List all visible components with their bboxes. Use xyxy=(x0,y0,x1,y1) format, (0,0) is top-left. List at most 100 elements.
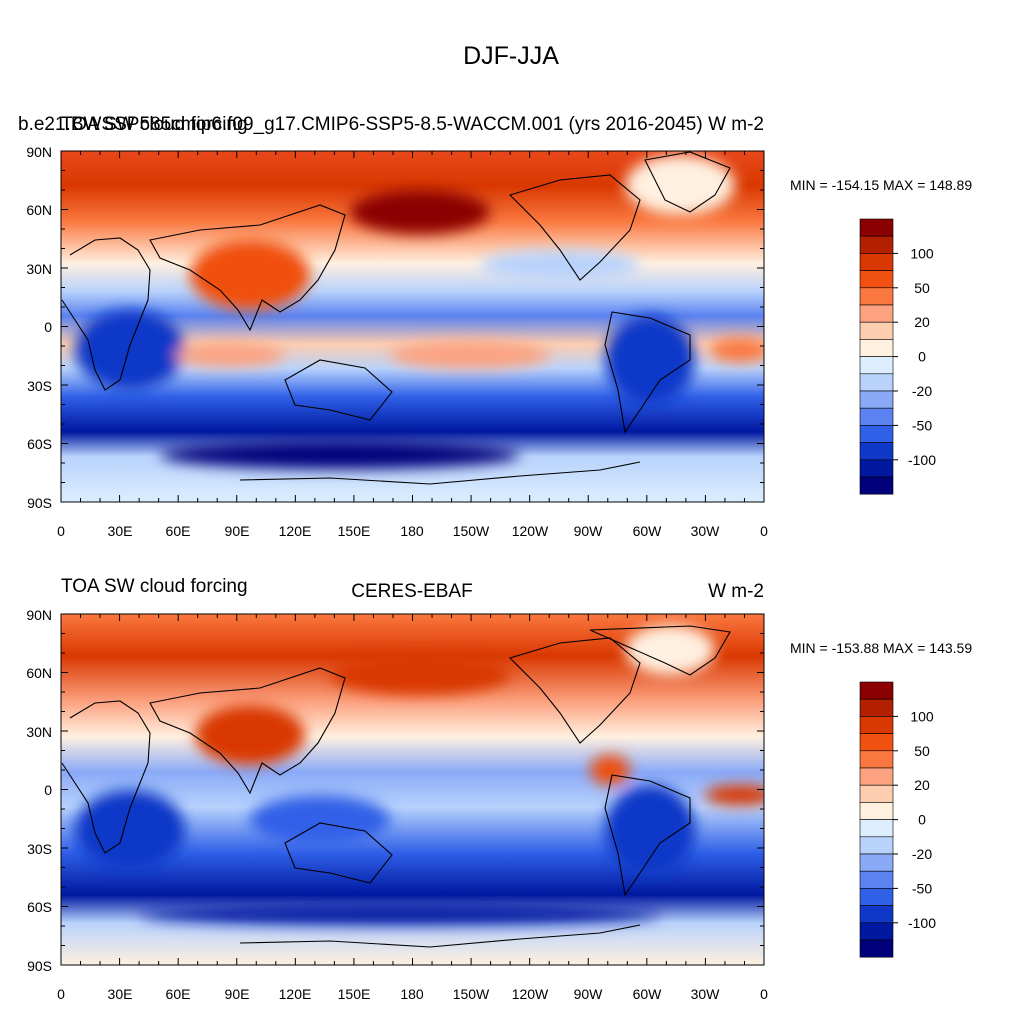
colorbar-label: 20 xyxy=(914,777,930,793)
lat-label: 30N xyxy=(26,261,52,277)
panel-2-colorbar: 100 50 20 0 -20 -50 -100 xyxy=(859,681,936,958)
colorbar-swatch xyxy=(859,235,894,254)
lon-label: 150W xyxy=(453,986,490,1002)
panel-2-units: W m-2 xyxy=(708,581,764,602)
lon-label: 60W xyxy=(633,986,663,1002)
colorbar-swatch xyxy=(859,459,894,478)
colorbar-swatch xyxy=(859,442,894,461)
panel-1-lat-labels: 90N 60N 30N 0 30S 60S 90S xyxy=(26,144,52,511)
panel-2-center-title: CERES-EBAF xyxy=(351,581,472,602)
colorbar-label: 100 xyxy=(910,708,934,724)
lat-label: 90S xyxy=(27,958,52,974)
panel-1-left-title-overlay: TOA SW cloud forcing xyxy=(61,114,248,135)
colorbar-label: 20 xyxy=(914,314,930,330)
colorbar-label: -100 xyxy=(908,915,936,931)
lon-label: 60E xyxy=(166,523,191,539)
colorbar-swatch xyxy=(859,750,894,769)
panel-obs: TOA SW cloud forcing CERES-EBAF W m-2 xyxy=(26,576,972,1002)
colorbar-swatch xyxy=(859,784,894,803)
colorbar-swatch xyxy=(859,321,894,340)
panel-1-left-title: b.e21.BWSSP585cmip6.f09_g17.CMIP6-SSP5-8… xyxy=(18,114,703,135)
panel-2-lat-labels: 90N 60N 30N 0 30S 60S 90S xyxy=(26,607,52,974)
lon-label: 30E xyxy=(108,523,133,539)
lon-label: 0 xyxy=(57,986,65,1002)
colorbar-label: 50 xyxy=(914,743,930,759)
lat-label: 90N xyxy=(26,144,52,160)
lat-label: 30S xyxy=(27,378,52,394)
colorbar-swatch xyxy=(859,681,894,700)
lat-label: 60N xyxy=(26,665,52,681)
panel-1-lon-labels: 0 30E 60E 90E 120E 150E 180 150W 120W 90… xyxy=(57,523,768,539)
colorbar-swatch xyxy=(859,218,894,237)
lon-label: 90E xyxy=(225,986,250,1002)
lon-label: 0 xyxy=(57,523,65,539)
lat-label: 30N xyxy=(26,724,52,740)
colorbar-label: 0 xyxy=(918,812,926,828)
lat-label: 30S xyxy=(27,841,52,857)
lon-label: 60W xyxy=(633,523,663,539)
colorbar-swatch xyxy=(859,287,894,306)
colorbar-label: -100 xyxy=(908,452,936,468)
lon-label: 0 xyxy=(760,523,768,539)
colorbar-label: -50 xyxy=(912,417,932,433)
lat-label: 0 xyxy=(44,319,52,335)
colorbar-swatch xyxy=(859,819,894,838)
lon-label: 30W xyxy=(691,986,721,1002)
colorbar-swatch xyxy=(859,716,894,734)
colorbar-swatch xyxy=(859,905,894,924)
lon-label: 90E xyxy=(225,523,250,539)
colorbar-swatch xyxy=(859,767,894,786)
colorbar-swatch xyxy=(859,390,894,409)
colorbar-label: 50 xyxy=(914,280,930,296)
figure-title: DJF-JJA xyxy=(463,42,559,70)
colorbar-swatch xyxy=(859,922,894,941)
colorbar-swatch xyxy=(859,870,894,889)
colorbar-swatch xyxy=(859,356,894,375)
colorbar-swatch xyxy=(859,425,894,443)
lat-label: 0 xyxy=(44,782,52,798)
lon-label: 150E xyxy=(338,986,371,1002)
lat-label: 90S xyxy=(27,495,52,511)
lon-label: 60E xyxy=(166,986,191,1002)
lon-label: 30W xyxy=(691,523,721,539)
colorbar-swatch xyxy=(859,836,894,855)
panel-1-minmax: MIN = -154.15 MAX = 148.89 xyxy=(790,177,972,193)
panel-2-contour-field xyxy=(61,614,764,965)
lon-label: 0 xyxy=(760,986,768,1002)
lat-label: 60N xyxy=(26,202,52,218)
lon-label: 90W xyxy=(574,523,604,539)
colorbar-label: -20 xyxy=(912,383,932,399)
lat-label: 90N xyxy=(26,607,52,623)
colorbar-label: 100 xyxy=(910,245,934,261)
colorbar-swatch xyxy=(859,339,894,357)
colorbar-swatch xyxy=(859,373,894,392)
panel-2-left-title: TOA SW cloud forcing xyxy=(61,576,248,597)
colorbar-swatch xyxy=(859,853,894,872)
panel-model: b.e21.BWSSP585cmip6.f09_g17.CMIP6-SSP5-8… xyxy=(18,114,972,539)
lon-label: 120E xyxy=(279,986,312,1002)
panel-2-ticks xyxy=(60,613,765,966)
colorbar-swatch xyxy=(859,476,894,495)
colorbar-swatch xyxy=(859,888,894,906)
lat-label: 60S xyxy=(27,899,52,915)
lon-label: 30E xyxy=(108,986,133,1002)
lon-label: 180 xyxy=(400,523,424,539)
colorbar-swatch xyxy=(859,270,894,289)
colorbar-swatch xyxy=(859,407,894,426)
lat-label: 60S xyxy=(27,436,52,452)
colorbar-label: -50 xyxy=(912,880,932,896)
panel-1-colorbar: 100 50 20 0 -20 -50 -100 xyxy=(859,218,936,495)
panel-1-units: W m-2 xyxy=(708,114,764,135)
lon-label: 120E xyxy=(279,523,312,539)
lon-label: 90W xyxy=(574,986,604,1002)
lon-label: 150W xyxy=(453,523,490,539)
lon-label: 150E xyxy=(338,523,371,539)
lon-label: 120W xyxy=(512,523,549,539)
colorbar-label: -20 xyxy=(912,846,932,862)
panel-1-contour-field xyxy=(61,151,764,502)
lon-label: 120W xyxy=(512,986,549,1002)
panel-2-lon-labels: 0 30E 60E 90E 120E 150E 180 150W 120W 90… xyxy=(57,986,768,1002)
panel-2-minmax: MIN = -153.88 MAX = 143.59 xyxy=(790,640,972,656)
colorbar-swatch xyxy=(859,304,894,323)
